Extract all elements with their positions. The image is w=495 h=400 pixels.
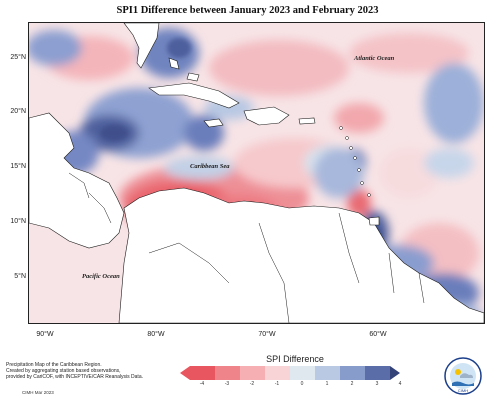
legend-swatch — [190, 366, 215, 380]
cimh-logo-icon: CIMH — [444, 357, 482, 395]
lon-label-60w: 60°W — [369, 331, 387, 338]
legend-tick: 3 — [375, 381, 379, 387]
spi-map — [28, 22, 485, 324]
legend-tick: 2 — [350, 381, 354, 387]
logo-label: CIMH — [458, 388, 468, 393]
legend-title: SPI Difference — [266, 354, 324, 364]
lat-label-15n: 15°N — [10, 163, 26, 170]
legend-tick: -2 — [249, 381, 255, 387]
atlantic-ocean-label: Atlantic Ocean — [354, 55, 395, 62]
lon-label-90w: 90°W — [36, 331, 54, 338]
legend-arrow-high — [390, 366, 400, 380]
legend-ticks: -4 -3 -2 -1 0 1 2 3 4 — [0, 381, 495, 391]
lon-label-70w: 70°W — [258, 331, 276, 338]
legend-tick: -4 — [199, 381, 205, 387]
lon-label-80w: 80°W — [147, 331, 165, 338]
lat-label-25n: 25°N — [10, 54, 26, 61]
spi-map-graphic — [29, 23, 484, 323]
legend-swatch — [340, 366, 365, 380]
legend-swatch — [365, 366, 390, 380]
legend-swatch — [215, 366, 240, 380]
credit-line-2: Created by aggregating station based obs… — [6, 368, 121, 374]
caribbean-sea-label: Caribbean Sea — [190, 163, 230, 170]
legend-tick: 0 — [300, 381, 304, 387]
legend-tick: -1 — [274, 381, 280, 387]
legend-colorbar — [180, 366, 400, 380]
legend-tick: 4 — [398, 381, 402, 387]
map-credit: Precipitation Map of the Caribbean Regio… — [6, 362, 166, 380]
credit-line-3: provided by CariCOF, with INCEPTIVE/CAR … — [6, 374, 143, 380]
lat-label-10n: 10°N — [10, 218, 26, 225]
date-stamp: CIMH Mar 2023 — [22, 390, 54, 395]
lat-label-5n: 5°N — [14, 273, 26, 280]
legend-swatch — [240, 366, 265, 380]
legend-swatch — [315, 366, 340, 380]
map-title: SPI1 Difference between January 2023 and… — [116, 5, 379, 16]
legend-tick: 1 — [325, 381, 329, 387]
lat-label-20n: 20°N — [10, 108, 26, 115]
legend-swatch — [265, 366, 290, 380]
credit-line-1: Precipitation Map of the Caribbean Regio… — [6, 362, 102, 368]
legend-swatch — [290, 366, 315, 380]
pacific-ocean-label: Pacific Ocean — [82, 273, 120, 280]
legend-tick: -3 — [224, 381, 230, 387]
legend-arrow-low — [180, 366, 190, 380]
